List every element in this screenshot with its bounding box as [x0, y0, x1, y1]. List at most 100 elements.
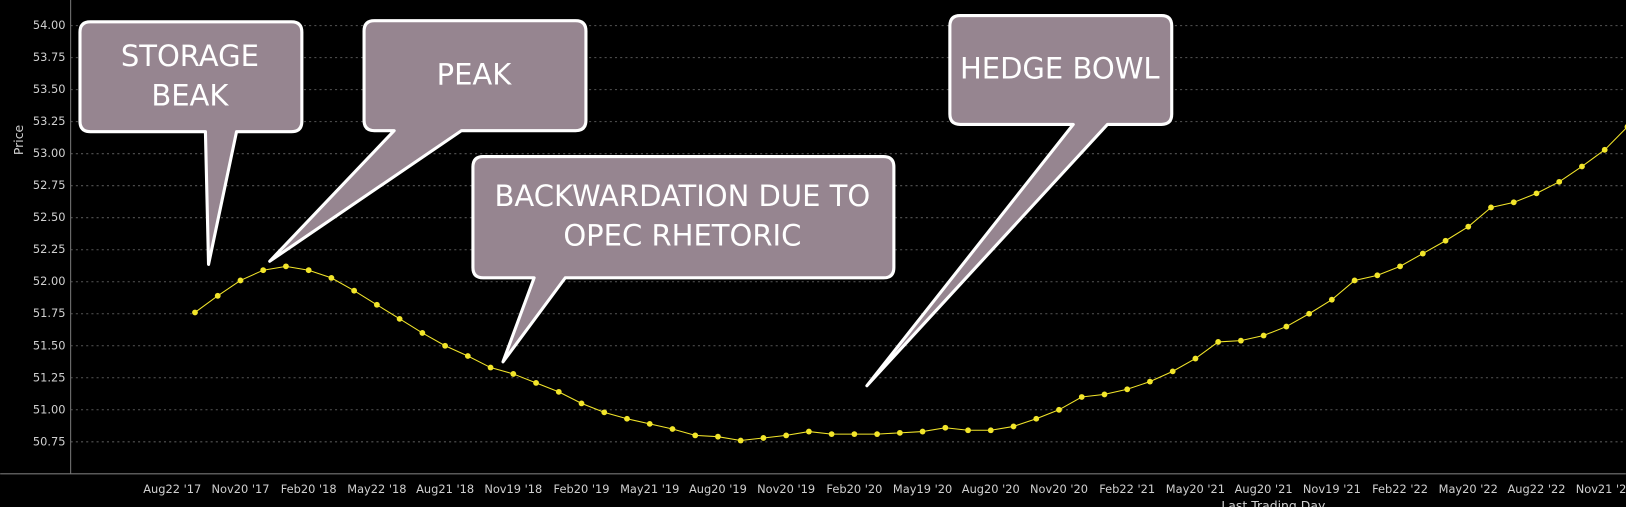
data-point — [1328, 296, 1335, 303]
x-tick-label: Aug20 '21 — [1235, 482, 1293, 496]
x-tick-label: Nov19 '21 — [1303, 482, 1361, 496]
callout-shape — [865, 13, 1174, 388]
data-point — [442, 342, 449, 349]
data-point — [1033, 415, 1040, 422]
data-point — [942, 424, 949, 431]
x-tick-label: Nov19 '18 — [484, 482, 542, 496]
x-tick-label: Aug22 '17 — [143, 482, 201, 496]
x-tick-label: Feb20 '19 — [554, 482, 610, 496]
callout-shape — [268, 19, 588, 263]
plot — [192, 124, 1626, 444]
y-tick-label: 52.25 — [33, 242, 66, 256]
x-tick-label: Feb22 '21 — [1099, 482, 1155, 496]
x-tick-label: May19 '20 — [893, 482, 952, 496]
y-tick-label: 51.75 — [33, 306, 66, 320]
data-point — [1056, 406, 1062, 413]
x-tick-label: May22 '18 — [347, 482, 406, 496]
x-tick-label: Aug21 '18 — [416, 482, 474, 496]
data-point — [1124, 386, 1131, 393]
y-tick-label: 53.75 — [33, 50, 66, 64]
data-point — [510, 371, 517, 377]
data-point — [328, 274, 335, 281]
x-tick-label: Feb22 '22 — [1372, 482, 1428, 496]
data-point — [737, 437, 744, 444]
data-point — [237, 277, 244, 284]
data-point — [1101, 391, 1108, 398]
data-point — [1510, 199, 1517, 206]
y-tick-label: 53.25 — [33, 114, 66, 128]
data-point — [1078, 394, 1085, 400]
data-point — [828, 431, 835, 438]
data-point — [715, 433, 721, 440]
callout: HEDGE BOWL — [865, 13, 1174, 388]
data-point — [760, 435, 767, 441]
data-point — [1601, 146, 1608, 153]
data-point — [874, 431, 881, 438]
x-tick-label: Nov21 '22 — [1576, 482, 1626, 496]
data-point — [624, 415, 630, 422]
data-point — [1351, 277, 1358, 284]
data-point — [919, 428, 926, 435]
x-tick-label: Feb20 '20 — [826, 482, 882, 496]
data-point — [396, 315, 403, 322]
y-tick-label: 53.00 — [33, 146, 66, 160]
x-tick-label: May20 '21 — [1166, 482, 1225, 496]
callout-shape — [78, 20, 304, 266]
callout-text: OPEC RHETORIC — [563, 218, 801, 252]
data-point — [1579, 163, 1585, 170]
y-tick-label: 53.50 — [33, 82, 66, 96]
x-tick-label: Nov20 '20 — [1030, 482, 1088, 496]
data-point — [419, 330, 426, 336]
y-axis-title: Price — [11, 125, 26, 155]
y-tick-label: 52.50 — [33, 210, 66, 224]
y-tick-label: 51.00 — [33, 402, 66, 416]
data-point — [1465, 223, 1472, 230]
data-point — [305, 267, 312, 274]
callout-shape — [471, 155, 896, 364]
data-point — [214, 292, 221, 299]
data-point — [578, 400, 585, 407]
data-point — [192, 309, 198, 316]
data-point — [373, 301, 380, 308]
data-point — [533, 379, 539, 386]
data-point — [1260, 332, 1267, 339]
x-tick-label: Aug22 '22 — [1507, 482, 1565, 496]
x-tick-label: Feb20 '18 — [281, 482, 337, 496]
x-tick-label: Aug20 '19 — [689, 482, 747, 496]
x-tick-label: Aug20 '20 — [962, 482, 1020, 496]
data-point — [1192, 355, 1199, 362]
y-tick-label: 50.75 — [33, 434, 66, 448]
data-point — [1374, 272, 1381, 279]
y-tick-label: 52.75 — [33, 178, 66, 192]
data-point — [851, 431, 858, 438]
callout-text: STORAGE — [121, 39, 259, 73]
data-point — [1169, 368, 1176, 375]
data-point — [987, 427, 994, 434]
data-point — [555, 388, 562, 395]
data-point — [1488, 204, 1494, 211]
data-point — [669, 426, 676, 432]
x-tick-label: May21 '19 — [620, 482, 679, 496]
data-point — [283, 263, 289, 270]
x-tick-label: Nov20 '17 — [211, 482, 269, 496]
data-point — [1283, 323, 1290, 330]
data-point — [1306, 310, 1313, 317]
data-point — [351, 287, 358, 294]
callout: STORAGE BEAK — [78, 20, 304, 266]
callout-text: HEDGE BOWL — [960, 52, 1160, 86]
callout-text: PEAK — [437, 58, 513, 92]
x-axis-title: Last Trading Day — [1221, 498, 1325, 507]
data-point — [1419, 250, 1426, 257]
callout: PEAK — [268, 19, 588, 263]
data-point — [805, 428, 812, 435]
callout: BACKWARDATION DUE TO OPEC RHETORIC — [471, 155, 896, 364]
callout-text: BEAK — [151, 78, 229, 112]
y-tick-label: 54.00 — [33, 18, 66, 32]
data-point — [464, 353, 471, 359]
data-point — [1237, 337, 1244, 344]
data-point — [896, 429, 903, 436]
data-point — [1010, 423, 1017, 430]
data-point — [1556, 178, 1563, 185]
